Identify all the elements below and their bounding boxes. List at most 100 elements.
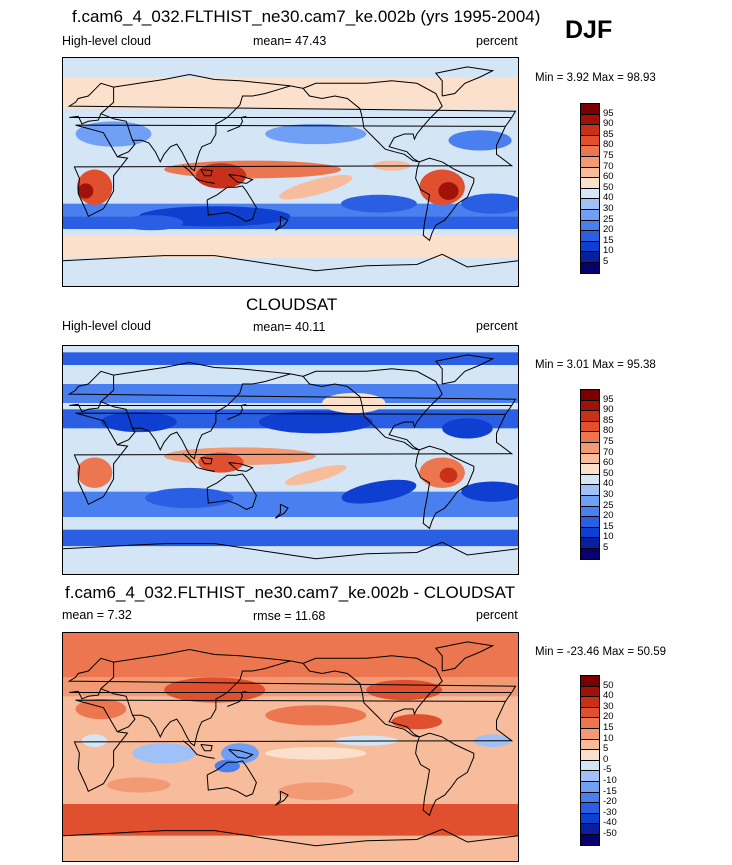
panel3-center-label: rmse = 11.68 — [253, 609, 326, 623]
coastline — [302, 376, 420, 451]
contour-blob — [265, 123, 367, 145]
coastline — [182, 165, 215, 184]
panel2-left-label: High-level cloud — [62, 319, 151, 333]
colorbar-swatch — [580, 548, 600, 560]
coastline — [132, 85, 304, 172]
coastline — [67, 82, 517, 127]
contour-blob — [438, 182, 459, 200]
contour-blob — [145, 487, 234, 509]
coastline — [302, 368, 443, 451]
contour-blob — [132, 743, 196, 764]
colorbar-tick-label: 20 — [603, 711, 614, 723]
colorbar-tick-label: 30 — [603, 700, 614, 712]
coastline — [228, 462, 254, 472]
coastline — [206, 185, 257, 222]
colorbar-tick-label: 50 — [603, 679, 614, 691]
coastline — [227, 403, 247, 420]
coastline — [63, 828, 518, 847]
panel1-center-label: mean= 47.43 — [253, 34, 327, 48]
coastline — [132, 373, 304, 460]
coastline — [227, 690, 247, 707]
coastline — [100, 113, 136, 158]
colorbar-tick-label: 90 — [603, 404, 614, 416]
contour-band — [63, 633, 518, 678]
contour-band — [63, 529, 518, 547]
coastline — [63, 541, 518, 560]
colorbar-tick-label: 20 — [603, 224, 614, 236]
colorbar-tick-label: 5 — [603, 542, 609, 553]
coastline — [434, 66, 495, 97]
colorbar-tick-label: 80 — [603, 425, 614, 437]
contour-blob — [448, 130, 512, 151]
colorbar-tick-label: 95 — [603, 107, 614, 119]
contour-band — [63, 352, 518, 365]
coastline — [302, 80, 443, 163]
colorbar-tick-label: 5 — [603, 743, 609, 755]
colorbar-tick-label: 15 — [603, 722, 614, 733]
colorbar-tick-label: 25 — [603, 499, 614, 511]
colorbar-tick-label: 75 — [603, 150, 614, 161]
coastline — [206, 760, 257, 797]
coastline — [200, 169, 213, 177]
contour-blob — [81, 734, 108, 747]
coastline — [73, 699, 514, 792]
contour-blob — [391, 714, 443, 730]
contour-blob — [107, 777, 171, 793]
contour-blob — [461, 193, 518, 214]
coastline — [227, 115, 247, 132]
colorbar-tick-label: 95 — [603, 393, 614, 405]
contour-blob — [265, 747, 367, 760]
contour-blob — [220, 743, 259, 764]
contour-blob — [198, 452, 244, 473]
contour-blob — [341, 479, 417, 504]
colorbar-swatch — [580, 834, 600, 846]
contour-band — [63, 235, 518, 259]
coastline — [415, 732, 475, 817]
contour-blob — [100, 411, 177, 433]
colorbar-tick-label: 30 — [603, 489, 614, 500]
panel3-minmax: Min = -23.46 Max = 50.59 — [535, 646, 667, 658]
coastline — [113, 648, 291, 663]
contour-blob — [279, 174, 353, 200]
coastline — [302, 88, 420, 163]
contour-blob — [341, 194, 417, 213]
panel1-minmax: Min = 3.92 Max = 98.93 — [535, 72, 656, 84]
map-canvas — [63, 58, 518, 286]
colorbar-tick-label: 90 — [603, 118, 614, 130]
contour-blob — [258, 410, 373, 434]
colorbar-tick-label: 70 — [603, 160, 614, 172]
contour-blob — [285, 464, 347, 486]
colorbar-tick-label: -40 — [603, 817, 617, 829]
contour-blob — [442, 418, 493, 439]
panel2-center-label: mean= 40.11 — [253, 320, 326, 334]
coastline — [228, 174, 254, 184]
coastline — [228, 749, 254, 759]
coastline — [200, 457, 213, 465]
colorbar-tick-label: 0 — [603, 753, 609, 765]
panel1-title: f.cam6_4_032.FLTHIST_ne30.cam7_ke.002b (… — [72, 7, 541, 26]
coastline — [434, 354, 495, 385]
contour-blob — [119, 215, 184, 231]
colorbar-tick-label: 20 — [603, 510, 614, 522]
coastline — [113, 73, 291, 88]
colorbar-tick-label: 60 — [603, 457, 614, 469]
coastline — [73, 124, 514, 217]
contour-blob — [322, 392, 386, 414]
contour-blob — [265, 705, 367, 726]
contour-blob — [214, 759, 240, 773]
coastline — [182, 453, 215, 472]
colorbar-tick-label: -30 — [603, 806, 617, 818]
coastline — [274, 790, 289, 806]
colorbar-tick-label: -50 — [603, 828, 617, 839]
colorbar-tick-label: 85 — [603, 128, 614, 140]
colorbar-tick-label: 15 — [603, 234, 614, 246]
colorbar-tick-label: 40 — [603, 192, 614, 204]
colorbar-tick-label: 50 — [603, 467, 614, 479]
coastline — [206, 473, 257, 510]
coastline — [415, 445, 475, 530]
coastline — [200, 744, 213, 752]
coastline — [415, 157, 475, 242]
panel3-left-label: mean = 7.32 — [62, 608, 132, 622]
colorbar-tick-label: 40 — [603, 690, 614, 702]
colorbar-tick-label: 60 — [603, 171, 614, 183]
